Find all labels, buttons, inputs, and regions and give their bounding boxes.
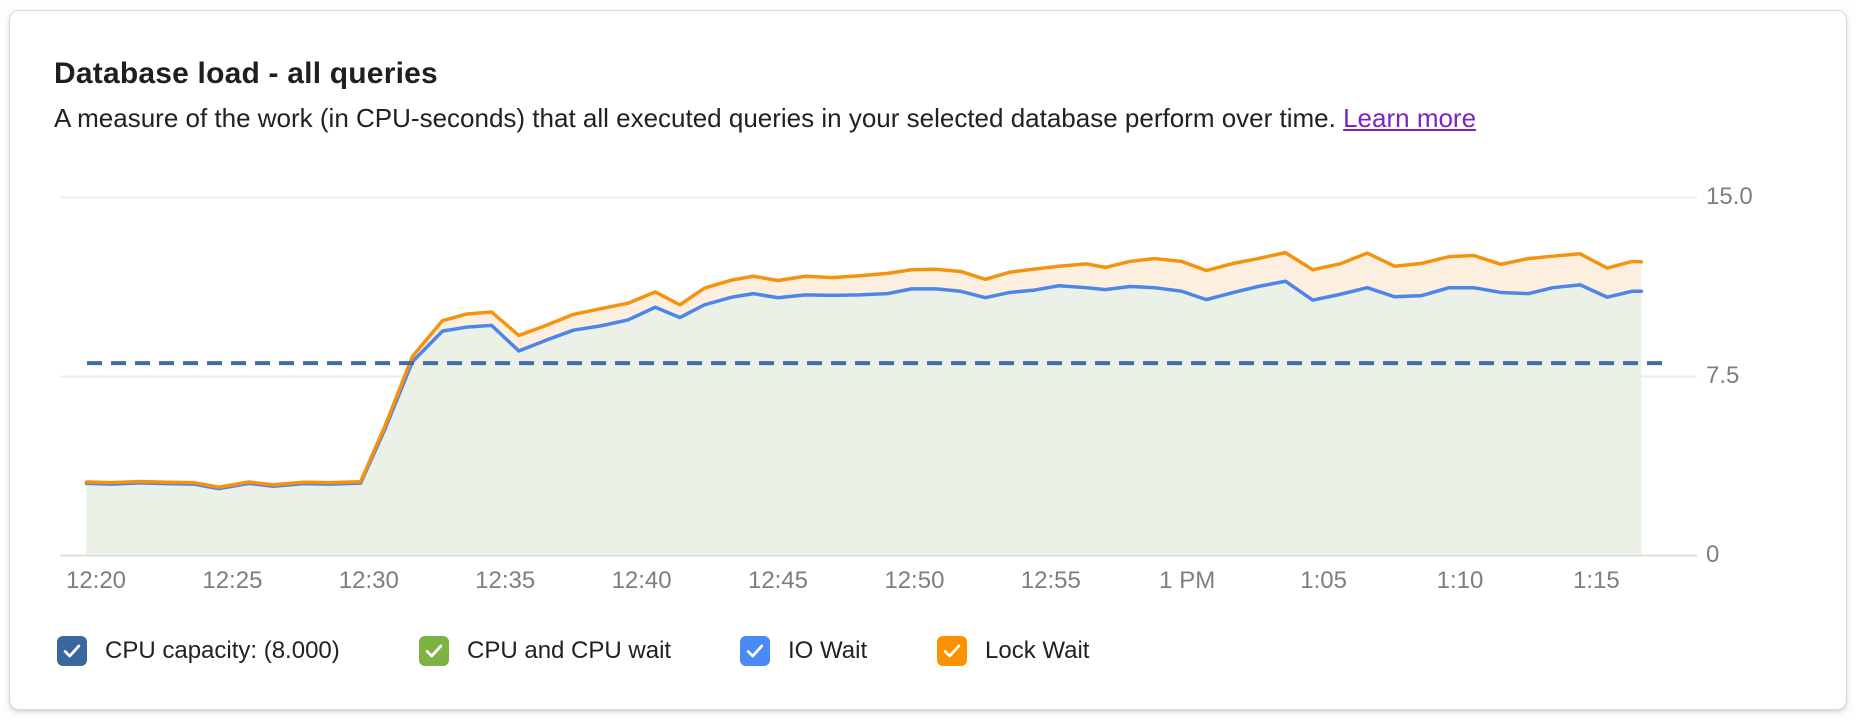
legend-label-cpu-capacity: CPU capacity: (8.000) [105, 637, 340, 664]
legend-item-lock-wait[interactable]: Lock Wait [937, 636, 1089, 666]
legend-label-lock-wait: Lock Wait [985, 637, 1090, 664]
legend-item-io-wait[interactable]: IO Wait [740, 636, 867, 666]
x-axis-tick-label: 12:40 [611, 567, 672, 594]
learn-more-link[interactable]: Learn more [1343, 103, 1477, 133]
x-axis-tick-label: 12:45 [747, 567, 809, 594]
checkbox-lock-wait[interactable] [937, 636, 967, 666]
x-axis-tick-label: 12:35 [475, 567, 536, 594]
checkmark-icon [63, 644, 81, 658]
y-axis-tick-label: 0 [1706, 541, 1720, 568]
chart-legend: CPU capacity: (8.000) CPU and CPU wait I… [0, 636, 1856, 670]
legend-item-cpu-and-cpu-wait[interactable]: CPU and CPU wait [419, 636, 671, 666]
x-axis-tick-label: 1 PM [1159, 567, 1216, 594]
card-description: A measure of the work (in CPU-seconds) t… [54, 103, 1476, 134]
x-axis-tick-label: 1:15 [1573, 567, 1620, 594]
database-load-card: Database load - all queries A measure of… [9, 10, 1847, 710]
x-axis-tick-label: 1:10 [1436, 567, 1484, 594]
x-axis-tick-label: 12:25 [202, 567, 263, 594]
x-axis-tick-label: 12:55 [1020, 567, 1081, 594]
x-axis-tick-label: 12:30 [338, 567, 399, 594]
card-description-text: A measure of the work (in CPU-seconds) t… [54, 103, 1336, 133]
checkbox-io-wait[interactable] [740, 636, 770, 666]
legend-item-cpu-capacity[interactable]: CPU capacity: (8.000) [57, 636, 340, 666]
checkbox-cpu-capacity[interactable] [57, 636, 87, 666]
checkbox-cpu-and-cpu-wait[interactable] [419, 636, 449, 666]
legend-label-io-wait: IO Wait [788, 637, 868, 664]
y-axis-tick-label: 7.5 [1706, 361, 1740, 389]
x-axis-tick-label: 1:05 [1300, 567, 1347, 594]
page-title: Database load - all queries [54, 57, 438, 90]
legend-label-cpu-and-cpu-wait: CPU and CPU wait [467, 637, 672, 664]
x-axis-tick-label: 12:20 [65, 567, 127, 594]
checkmark-icon [425, 644, 443, 658]
x-axis-tick-label: 12:50 [884, 567, 945, 594]
y-axis-tick-label: 15.0 [1706, 182, 1753, 210]
checkmark-icon [746, 644, 764, 658]
checkmark-icon [943, 644, 961, 658]
